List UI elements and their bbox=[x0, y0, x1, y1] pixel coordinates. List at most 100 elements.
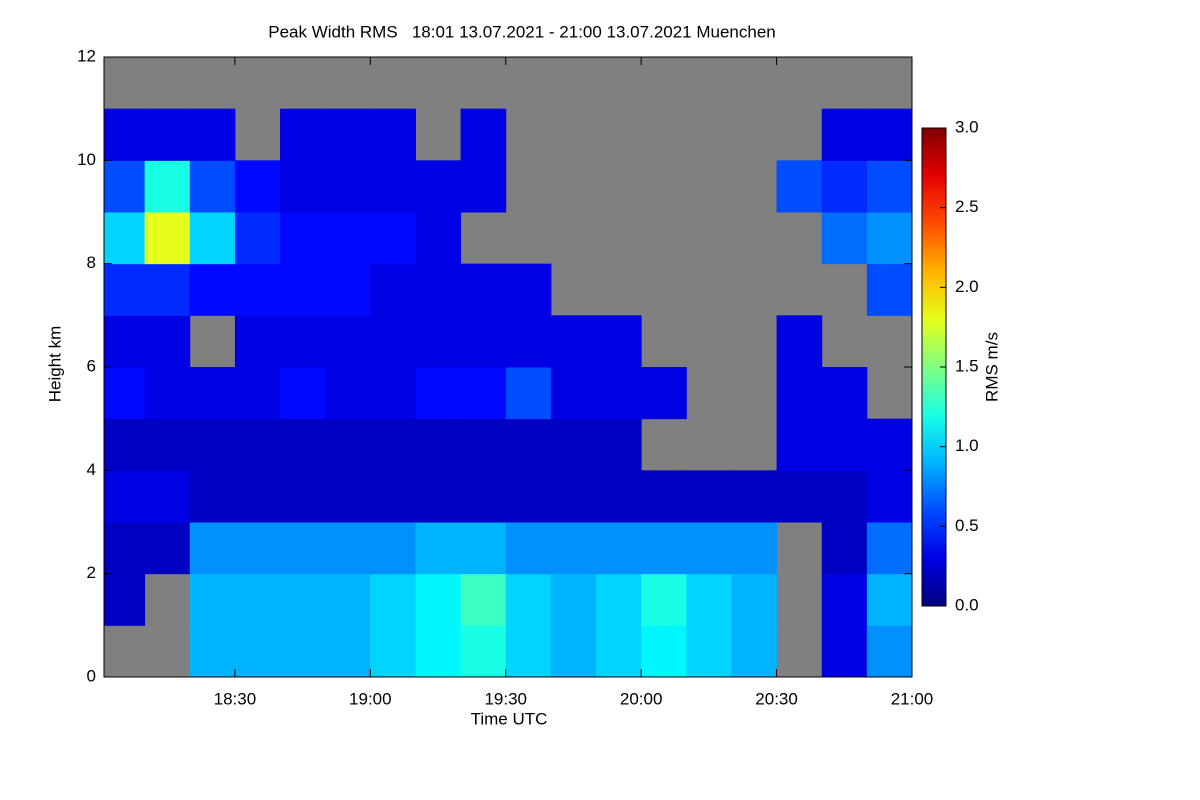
x-tick-label: 20:00 bbox=[620, 689, 663, 708]
heatmap-cell bbox=[325, 367, 371, 420]
heatmap-cell bbox=[104, 522, 146, 575]
heatmap-cell bbox=[505, 263, 552, 316]
heatmap-cell bbox=[280, 315, 326, 368]
heatmap-cell bbox=[415, 625, 462, 678]
colorbar-tick-label: 0.0 bbox=[955, 595, 979, 614]
heatmap-cell bbox=[144, 160, 191, 213]
heatmap-cell bbox=[866, 212, 913, 265]
heatmap-cell bbox=[415, 470, 462, 523]
heatmap-cell bbox=[370, 367, 416, 420]
heatmap-cell bbox=[686, 470, 732, 523]
heatmap-cell bbox=[866, 470, 913, 523]
heatmap-cell bbox=[415, 212, 462, 265]
heatmap-cell bbox=[370, 160, 416, 213]
heatmap-cell bbox=[596, 522, 642, 575]
heatmap-cell bbox=[460, 367, 507, 420]
heatmap-cell bbox=[370, 522, 416, 575]
heatmap-cell bbox=[189, 625, 236, 678]
heatmap-cell bbox=[460, 470, 507, 523]
heatmap-cell bbox=[234, 160, 281, 213]
heatmap-cell bbox=[731, 470, 778, 523]
heatmap-cell bbox=[144, 367, 191, 420]
heatmap-cell bbox=[641, 522, 687, 575]
colorbar-tick-label: 2.0 bbox=[955, 277, 979, 296]
heatmap-cell bbox=[189, 367, 236, 420]
heatmap-cell bbox=[866, 573, 913, 626]
heatmap-cell bbox=[550, 367, 597, 420]
heatmap-cell bbox=[460, 418, 507, 471]
heatmap-cell bbox=[370, 108, 416, 161]
heatmap-cell bbox=[776, 367, 823, 420]
heatmap-cell bbox=[189, 418, 236, 471]
heatmap-cell bbox=[505, 522, 552, 575]
heatmap-cell bbox=[866, 263, 913, 316]
heatmap-cell bbox=[234, 263, 281, 316]
heatmap-cell bbox=[460, 625, 507, 678]
heatmap-cell bbox=[280, 263, 326, 316]
heatmap-cell bbox=[189, 470, 236, 523]
heatmap-cell bbox=[104, 212, 146, 265]
heatmap-cell bbox=[325, 625, 371, 678]
y-axis-label: Height km bbox=[45, 326, 64, 403]
heatmap-cell bbox=[505, 315, 552, 368]
heatmap-cell bbox=[325, 418, 371, 471]
heatmap-cell bbox=[731, 522, 778, 575]
y-tick-label: 4 bbox=[87, 460, 96, 479]
heatmap-cell bbox=[821, 470, 868, 523]
colorbar-tick-label: 2.5 bbox=[955, 197, 979, 216]
heatmap-cell bbox=[821, 625, 868, 678]
heatmap-cell bbox=[596, 573, 642, 626]
heatmap-cell bbox=[866, 108, 913, 161]
heatmap-cell bbox=[641, 573, 687, 626]
heatmap-cell bbox=[821, 573, 868, 626]
heatmap-cell bbox=[505, 573, 552, 626]
heatmap-cell bbox=[144, 470, 191, 523]
heatmap-cell bbox=[641, 625, 687, 678]
heatmap-cell bbox=[415, 573, 462, 626]
heatmap-cell bbox=[370, 212, 416, 265]
y-tick-label: 10 bbox=[77, 150, 96, 169]
heatmap-cell bbox=[505, 367, 552, 420]
heatmap-cell bbox=[596, 315, 642, 368]
heatmap-cell bbox=[234, 573, 281, 626]
heatmap-cell bbox=[641, 470, 687, 523]
heatmap-cell bbox=[234, 470, 281, 523]
heatmap-cell bbox=[415, 418, 462, 471]
heatmap-cell bbox=[234, 367, 281, 420]
heatmap-cell bbox=[280, 573, 326, 626]
heatmap-cell bbox=[776, 470, 823, 523]
heatmap-cell bbox=[596, 470, 642, 523]
heatmap-cell bbox=[460, 108, 507, 161]
heatmap-cell bbox=[370, 263, 416, 316]
colorbar-tick-label: 1.5 bbox=[955, 356, 979, 375]
heatmap-cell bbox=[460, 522, 507, 575]
heatmap-cell bbox=[866, 522, 913, 575]
heatmap-cell bbox=[189, 212, 236, 265]
heatmap-cell bbox=[234, 315, 281, 368]
heatmap-cell bbox=[325, 108, 371, 161]
heatmap-cell bbox=[370, 625, 416, 678]
heatmap-cell bbox=[370, 573, 416, 626]
heatmap-cell bbox=[189, 573, 236, 626]
y-tick-label: 6 bbox=[87, 356, 96, 375]
heatmap-cell bbox=[415, 263, 462, 316]
x-tick-label: 20:30 bbox=[755, 689, 798, 708]
heatmap-cell bbox=[280, 625, 326, 678]
heatmap-cell bbox=[776, 315, 823, 368]
heatmap-cell bbox=[104, 263, 146, 316]
heatmap-cell bbox=[505, 625, 552, 678]
heatmap-cell bbox=[280, 367, 326, 420]
heatmap-cell bbox=[550, 522, 597, 575]
heatmap-cell bbox=[280, 160, 326, 213]
heatmap-cell bbox=[505, 418, 552, 471]
heatmap-cell bbox=[325, 212, 371, 265]
heatmap-cell bbox=[505, 470, 552, 523]
heatmap-cell bbox=[821, 212, 868, 265]
heatmap-cell bbox=[415, 367, 462, 420]
heatmap-cell bbox=[325, 263, 371, 316]
heatmap-cell bbox=[280, 418, 326, 471]
heatmap-cell bbox=[596, 625, 642, 678]
x-tick-label: 19:30 bbox=[484, 689, 527, 708]
heatmap-cell bbox=[550, 418, 597, 471]
heatmap-cell bbox=[460, 315, 507, 368]
